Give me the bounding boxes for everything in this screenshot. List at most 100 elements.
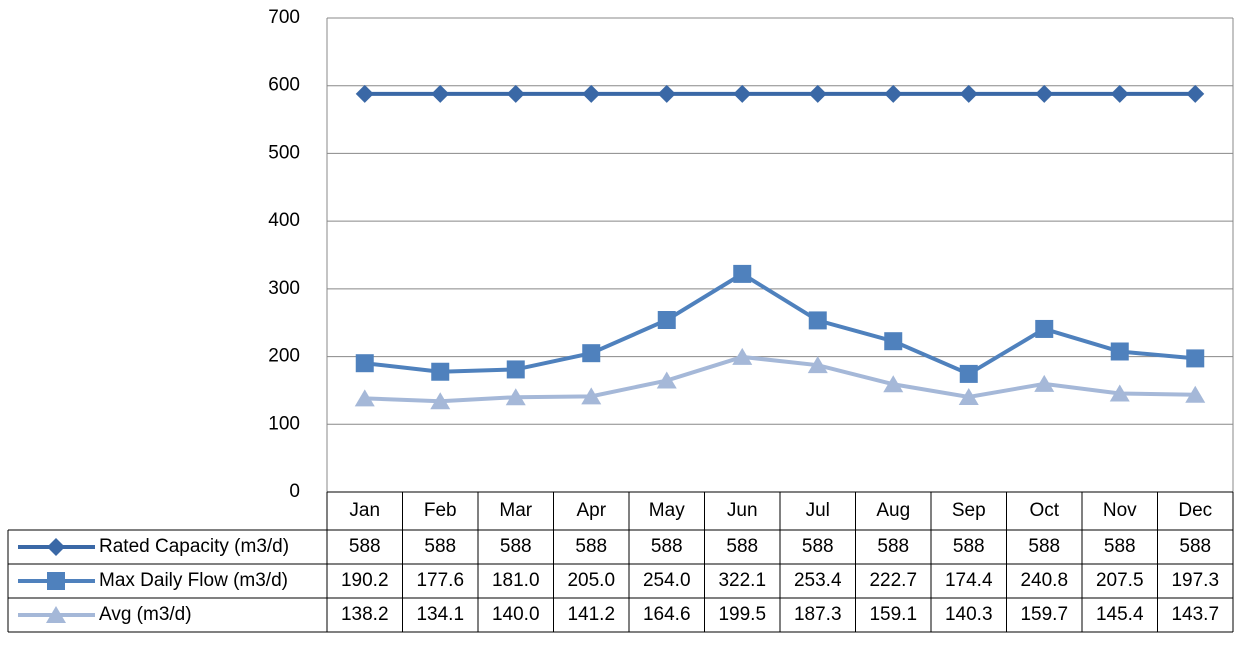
x-tick-label: Jul (806, 500, 830, 521)
table-value: 588 (726, 536, 758, 557)
table-value: 159.7 (1020, 604, 1068, 625)
y-tick-label: 500 (268, 142, 300, 163)
table-value: 588 (424, 536, 456, 557)
data-point (505, 388, 526, 406)
table-value: 190.2 (341, 570, 389, 591)
data-point (657, 311, 676, 330)
x-tick-label: Jan (349, 500, 380, 521)
table-value: 588 (877, 536, 909, 557)
y-tick-label: 700 (268, 7, 300, 28)
data-point (1110, 84, 1129, 103)
data-point (582, 344, 601, 363)
table-value: 253.4 (794, 570, 842, 591)
data-point (884, 332, 903, 351)
legend-label: Max Daily Flow (m3/d) (99, 570, 288, 591)
table-value: 143.7 (1171, 604, 1219, 625)
legend-label: Rated Capacity (m3/d) (99, 536, 289, 557)
data-point (959, 84, 978, 103)
x-tick-label: Aug (876, 500, 910, 521)
data-point (430, 392, 451, 410)
y-tick-label: 600 (268, 75, 300, 96)
table-value: 197.3 (1171, 570, 1219, 591)
table-value: 187.3 (794, 604, 842, 625)
table-value: 174.4 (945, 570, 993, 591)
data-point (1186, 349, 1205, 368)
table-value: 222.7 (869, 570, 917, 591)
table-value: 138.2 (341, 604, 389, 625)
y-tick-label: 300 (268, 278, 300, 299)
data-point (807, 356, 828, 374)
x-tick-label: Jun (727, 500, 758, 521)
data-point (1185, 385, 1206, 403)
table-value: 181.0 (492, 570, 540, 591)
data-point (1110, 342, 1129, 361)
series-line (364, 271, 1196, 377)
data-point (883, 375, 904, 393)
table-value: 159.1 (869, 604, 917, 625)
x-tick-label: Sep (952, 500, 986, 521)
y-tick-label: 400 (268, 210, 300, 231)
data-point (355, 84, 374, 103)
data-point (354, 389, 375, 407)
data-point (959, 364, 978, 383)
data-point (733, 84, 752, 103)
x-tick-label: Oct (1029, 500, 1059, 521)
table-value: 588 (651, 536, 683, 557)
data-point (581, 387, 602, 405)
table-value: 588 (349, 536, 381, 557)
data-point (1109, 384, 1130, 402)
x-tick-label: May (649, 500, 685, 521)
table-value: 134.1 (416, 604, 464, 625)
legend-key-marker (46, 606, 66, 623)
data-point (431, 84, 450, 103)
table-value: 588 (802, 536, 834, 557)
data-point (582, 84, 601, 103)
table-value: 240.8 (1020, 570, 1068, 591)
table-value: 588 (575, 536, 607, 557)
data-point (355, 354, 374, 373)
x-tick-label: Apr (576, 500, 606, 521)
series-line (364, 354, 1196, 404)
table-value: 205.0 (567, 570, 615, 591)
data-point (431, 362, 450, 381)
legend-key-marker (47, 538, 65, 556)
table-value: 199.5 (718, 604, 766, 625)
y-tick-label: 100 (268, 413, 300, 434)
data-point (1035, 319, 1054, 338)
table-value: 588 (1028, 536, 1060, 557)
y-tick-label: 0 (289, 481, 300, 502)
legend-key-marker (47, 572, 65, 590)
data-point (506, 360, 525, 379)
x-tick-label: Nov (1103, 500, 1137, 521)
x-tick-label: Mar (499, 500, 532, 521)
data-point (1034, 374, 1055, 392)
data-point (884, 84, 903, 103)
data-point (1035, 84, 1054, 103)
y-tick-label: 200 (268, 346, 300, 367)
table-value: 588 (1179, 536, 1211, 557)
table-value: 588 (500, 536, 532, 557)
table-value: 141.2 (567, 604, 615, 625)
data-point (656, 371, 677, 389)
table-value: 254.0 (643, 570, 691, 591)
data-point (733, 264, 752, 283)
data-point (808, 311, 827, 330)
legend-label: Avg (m3/d) (99, 604, 192, 625)
data-point (506, 84, 525, 103)
data-point (958, 387, 979, 405)
table-value: 207.5 (1096, 570, 1144, 591)
table-value: 322.1 (718, 570, 766, 591)
table-value: 164.6 (643, 604, 691, 625)
x-tick-label: Feb (424, 500, 457, 521)
table-value: 177.6 (416, 570, 464, 591)
data-point (808, 84, 827, 103)
data-point (1186, 84, 1205, 103)
data-point (732, 347, 753, 365)
table-value: 588 (1104, 536, 1136, 557)
table-value: 145.4 (1096, 604, 1144, 625)
table-value: 140.0 (492, 604, 540, 625)
table-value: 140.3 (945, 604, 993, 625)
table-value: 588 (953, 536, 985, 557)
